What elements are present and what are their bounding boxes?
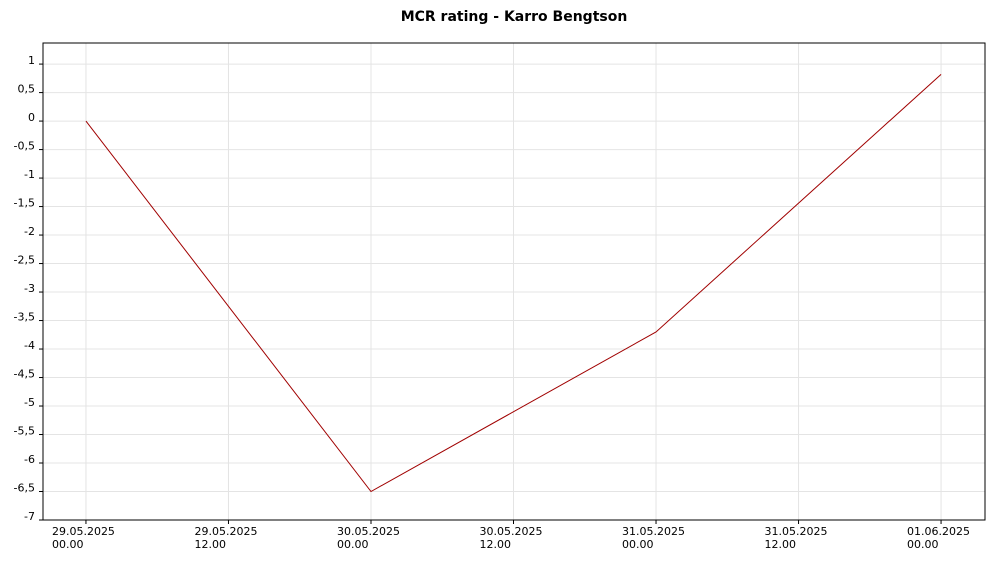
y-tick-label: -1 [24, 168, 35, 181]
x-tick-label: 30.05.2025 12.00 [479, 525, 543, 551]
x-tick-label: 31.05.2025 00.00 [622, 525, 685, 551]
x-tick-label: 30.05.2025 00.00 [336, 525, 400, 551]
y-tick-label: -4,5 [14, 368, 35, 381]
y-tick-label: -6 [24, 453, 35, 466]
y-tick-label: -4 [24, 339, 35, 352]
y-tick-label: 0 [28, 111, 35, 124]
y-tick-label: -5 [24, 396, 35, 409]
y-tick-label: -6,5 [14, 482, 35, 495]
y-tick-label: -2,5 [14, 254, 35, 267]
y-tick-label: -2 [24, 225, 35, 238]
x-tick-label: 01.06.2025 00.00 [907, 525, 971, 551]
y-tick-label: -7 [24, 510, 35, 523]
x-tick-label: 31.05.2025 12.00 [764, 525, 828, 551]
y-tick-label: 1 [28, 54, 35, 67]
x-tick-label: 29.05.2025 00.00 [51, 525, 115, 551]
y-tick-label: -3 [24, 282, 35, 295]
x-tick-label: 29.05.2025 12.00 [194, 525, 258, 551]
line-series [85, 73, 942, 493]
plot-frame [42, 42, 986, 521]
y-tick-label: 0,5 [18, 83, 36, 96]
y-tick-label: -0,5 [14, 140, 35, 153]
y-tick-label: -5,5 [14, 425, 35, 438]
y-tick-label: -1,5 [14, 197, 35, 210]
y-tick-label: -3,5 [14, 311, 35, 324]
chart-title: MCR rating - Karro Bengtson [401, 9, 628, 25]
